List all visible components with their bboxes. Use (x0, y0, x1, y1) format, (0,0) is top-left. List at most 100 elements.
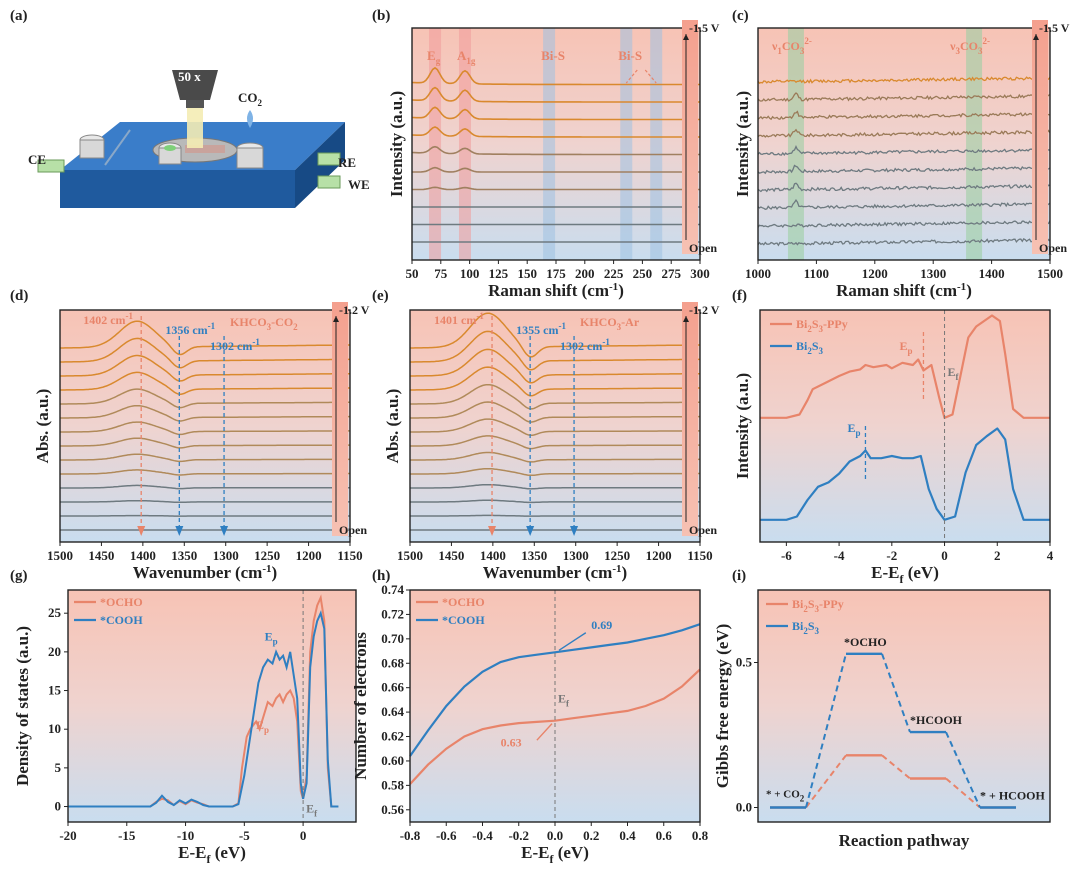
lens-tip (186, 100, 204, 108)
marker-arrow-2 (220, 526, 229, 536)
ep-label-bottom: Ep (847, 421, 860, 438)
legend-label-0-part-2: S (808, 597, 815, 611)
ef-label-part-1: f (314, 809, 318, 819)
x-axis-title-part-1: f (549, 852, 554, 866)
ir-spectrum-2 (60, 499, 351, 504)
ir-spectrum-8 (60, 404, 350, 422)
panel-title-part-2: -Ar (621, 315, 640, 329)
x-tick-label: 0.6 (656, 828, 673, 843)
band-label-0: Eg (427, 48, 441, 66)
raman-spectrum-4 (412, 166, 700, 173)
x-tick-label: 200 (575, 266, 595, 281)
x-tick-label: -15 (118, 828, 136, 843)
y-tick-label: 25 (48, 605, 62, 620)
band-label-3-part-0: Bi-S (618, 48, 642, 63)
legend-label-1: *COOH (100, 613, 143, 627)
dos-series-1 (68, 610, 339, 808)
sample-strip (185, 145, 225, 153)
x-tick-label: 1350 (521, 548, 547, 563)
marker-label-2: 1302 cm-1 (560, 337, 610, 353)
marker-arrow-2 (570, 526, 579, 536)
x-axis-title-part-0: Wavenumber (cm (483, 563, 613, 582)
x-axis-title-part-0: E-E (178, 843, 206, 862)
x-axis-title: Raman shift (cm-1) (836, 281, 972, 300)
step-label-0: * + CO2 (766, 789, 805, 804)
y-tick-label: 20 (48, 644, 61, 659)
panel-label-d: (d) (10, 288, 28, 304)
band-2 (543, 28, 556, 260)
legend-label-0-part-1: 2 (807, 324, 812, 334)
x-tick-label: 1200 (862, 266, 888, 281)
marker-label-0-part-0: 1402 cm (83, 313, 125, 327)
label-ce: CE (28, 152, 46, 167)
potential-bottom-label: Open (339, 523, 367, 537)
legend-label-0-part-0: Bi (796, 317, 808, 331)
ep-label-cooh: Ep (265, 629, 278, 646)
marker-label-1-part-1: -1 (208, 321, 216, 331)
co2-label: CO2 (238, 90, 263, 108)
carbonate-label-1-part-1: 3 (955, 46, 960, 56)
panel-label-c: (c) (732, 8, 749, 24)
co2-bubble-icon (247, 110, 253, 128)
ir-spectrum-9 (410, 383, 700, 410)
ef-label: Ef (948, 365, 960, 382)
x-axis-title-part-1: -1 (262, 563, 271, 575)
potential-arrow-head (683, 316, 689, 322)
ep-label-cooh-part-1: p (273, 636, 278, 646)
ep-label-ocho-part-1: p (264, 725, 269, 735)
x-axis-title-part-2: ) (272, 563, 278, 582)
band-label-1-part-1: 1g (466, 56, 476, 66)
step-label-2: *HCOOH (910, 713, 963, 727)
x-axis-title: Wavenumber (cm-1) (483, 563, 627, 582)
ep-label-top-part-1: p (907, 346, 912, 356)
ce-connector (37, 159, 65, 173)
y-tick-label: 0.72 (381, 606, 404, 621)
panel-h: *OCHO *COOH 0.69 0.63 Ef -0.8 -0.6 -0.4 -0.2 0.0 0… (351, 582, 709, 866)
legend-label-1: *COOH (442, 613, 485, 627)
y-tick-label: 0.60 (381, 753, 404, 768)
x-axis-title-part-1: -1 (609, 281, 618, 293)
panel-background (758, 590, 1050, 822)
ep-label-bottom-part-0: E (847, 421, 855, 435)
carbonate-label-1-part-3: 3 (978, 46, 983, 56)
legend-label-1-part-0: Bi (796, 339, 808, 353)
x-axis-title-part-0: Wavenumber (cm (133, 563, 263, 582)
x-tick-label: 1400 (480, 548, 506, 563)
ir-spectrum-3 (410, 483, 700, 490)
electron-curve-0 (409, 668, 701, 785)
carbonate-label-0-part-4: 2- (804, 36, 812, 46)
x-tick-label: 2 (994, 548, 1001, 563)
y-tick-label: 0.5 (736, 655, 753, 670)
panel-background (410, 310, 700, 542)
re-connector (317, 152, 341, 166)
x-tick-label: 225 (604, 266, 624, 281)
band-3 (620, 28, 633, 260)
ep-label-cooh-part-0: E (265, 629, 273, 643)
legend-label-0-part-4: -PPy (819, 597, 844, 611)
band-label-3: Bi-S (618, 48, 642, 63)
raman-spectrum-7 (411, 106, 700, 121)
x-tick-label: 1150 (687, 548, 712, 563)
x-tick-label: 1300 (213, 548, 239, 563)
carbonate-spectrum-9 (757, 76, 1051, 85)
x-axis-title: Raman shift (cm-1) (488, 281, 624, 300)
x-tick-label: -0.4 (472, 828, 493, 843)
annotation-arrow-cooh (558, 632, 587, 651)
ir-spectrum-12 (60, 337, 350, 369)
y-tick-label: 10 (48, 721, 61, 736)
label-re: RE (338, 155, 356, 170)
legend-label-0-part-3: 3 (815, 604, 820, 614)
x-axis-title-part-0: E-E (521, 843, 549, 862)
legend-label-1-part-0: Bi (792, 619, 804, 633)
band-label-2: Bi-S (541, 48, 565, 63)
legend-label-1-part-3: 3 (815, 626, 820, 636)
x-tick-label: 1000 (745, 266, 771, 281)
marker-label-1: 1356 cm-1 (165, 321, 215, 337)
y-tick-label: 0.58 (381, 777, 404, 792)
x-axis-title-part-1: f (206, 852, 211, 866)
annotation-cooh: 0.69 (591, 618, 612, 632)
potential-top-label: -1.2 V (339, 303, 370, 317)
x-tick-label: 1500 (397, 548, 423, 563)
x-axis-title-part-2: (eV) (903, 563, 938, 582)
energy-connector-1-0 (805, 653, 847, 808)
